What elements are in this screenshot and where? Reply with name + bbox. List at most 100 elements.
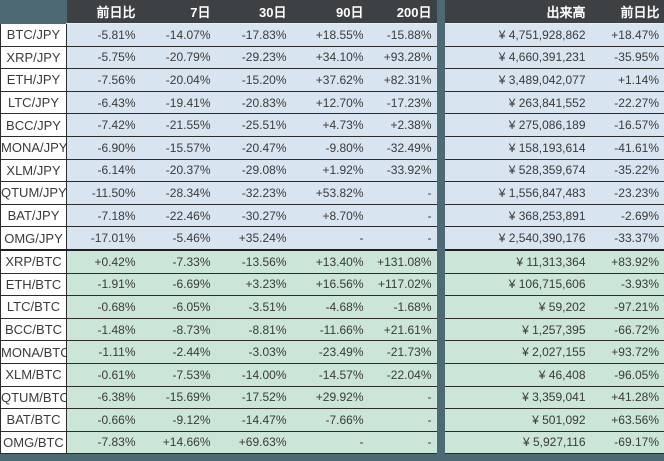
cell-30d: +69.63%: [215, 431, 292, 455]
cell-volume: ¥ 263,841,552: [444, 91, 591, 115]
cell-90d: +13.40%: [291, 249, 369, 274]
group-divider: [436, 0, 445, 24]
cell-volume: ¥ 1,257,395: [444, 318, 591, 342]
table-row[interactable]: XRP/JPY -5.75% -20.79% -29.23% +34.10% +…: [0, 46, 664, 70]
cell-volume-change-1d: -23.23%: [590, 181, 664, 205]
cell-90d: -23.49%: [291, 340, 369, 364]
cell-7d: -9.12%: [140, 408, 216, 432]
cell-200d: +21.61%: [368, 318, 437, 342]
table-row[interactable]: MONA/JPY -6.90% -15.57% -20.47% -9.80% -…: [0, 136, 664, 160]
cell-volume-change-1d: -41.61%: [590, 136, 664, 160]
cell-volume-change-1d: +93.72%: [590, 340, 664, 364]
table-row[interactable]: QTUM/JPY -11.50% -28.34% -32.23% +53.82%…: [0, 181, 664, 205]
table-row[interactable]: OMG/JPY -17.01% -5.46% +35.24% - - ¥ 2,5…: [0, 226, 664, 251]
cell-volume: ¥ 275,086,189: [444, 113, 591, 137]
cell-7d: -7.53%: [140, 363, 216, 387]
cell-200d: -22.04%: [368, 363, 437, 387]
cell-30d: -32.23%: [215, 181, 292, 205]
cell-200d: -21.73%: [368, 340, 437, 364]
cell-7d: -7.33%: [140, 249, 216, 274]
table-row[interactable]: XLM/BTC -0.61% -7.53% -14.00% -14.57% -2…: [0, 363, 664, 387]
cell-90d: -7.66%: [291, 408, 369, 432]
cell-90d: -14.57%: [291, 363, 369, 387]
cell-90d: -4.68%: [291, 295, 369, 319]
cell-change-1d: -0.68%: [66, 295, 141, 319]
cell-volume-change-1d: +18.47%: [590, 23, 664, 47]
cell-volume: ¥ 528,359,674: [444, 159, 591, 183]
pair-label: QTUM/BTC: [0, 386, 67, 410]
cell-90d: +37.62%: [291, 68, 369, 92]
table-row[interactable]: ETH/BTC -1.91% -6.69% +3.23% +16.56% +11…: [0, 273, 664, 297]
group-divider: [436, 386, 445, 409]
cell-90d: +12.70%: [291, 91, 369, 115]
table-row[interactable]: BAT/BTC -0.66% -9.12% -14.47% -7.66% - ¥…: [0, 408, 664, 432]
table-row[interactable]: QTUM/BTC -6.38% -15.69% -17.52% +29.92% …: [0, 386, 664, 410]
cell-30d: +35.24%: [215, 226, 292, 251]
cell-change-1d: -6.43%: [66, 91, 141, 115]
group-divider: [436, 226, 445, 250]
cell-volume-change-1d: -16.57%: [590, 113, 664, 137]
group-divider: [436, 181, 445, 205]
group-divider: [436, 136, 445, 160]
cell-volume-change-1d: -35.95%: [590, 46, 664, 70]
cell-200d: +82.31%: [368, 68, 437, 92]
cell-90d: +16.56%: [291, 273, 369, 297]
cell-30d: -15.20%: [215, 68, 292, 92]
pair-label: ETH/BTC: [0, 273, 67, 297]
cell-volume: ¥ 11,313,364: [444, 249, 591, 274]
table-row[interactable]: ETH/JPY -7.56% -20.04% -15.20% +37.62% +…: [0, 68, 664, 92]
pair-label: QTUM/JPY: [0, 181, 67, 205]
table-body: BTC/JPY -5.81% -14.07% -17.83% +18.55% -…: [0, 23, 664, 455]
cell-change-1d: -11.50%: [66, 181, 141, 205]
group-divider: [436, 295, 445, 319]
cell-30d: -25.51%: [215, 113, 292, 137]
cell-30d: -3.03%: [215, 340, 292, 364]
cell-30d: -17.52%: [215, 386, 292, 410]
group-divider: [436, 431, 445, 454]
cell-200d: -: [368, 204, 437, 228]
cell-volume-change-1d: -22.27%: [590, 91, 664, 115]
cell-90d: -9.80%: [291, 136, 369, 160]
cell-volume: ¥ 158,193,614: [444, 136, 591, 160]
table-row[interactable]: BTC/JPY -5.81% -14.07% -17.83% +18.55% -…: [0, 23, 664, 47]
pair-label: LTC/JPY: [0, 91, 67, 115]
table-row[interactable]: XLM/JPY -6.14% -20.37% -29.08% +1.92% -3…: [0, 159, 664, 183]
cell-7d: -19.41%: [140, 91, 216, 115]
table-row[interactable]: LTC/JPY -6.43% -19.41% -20.83% +12.70% -…: [0, 91, 664, 115]
cell-change-1d: -0.66%: [66, 408, 141, 432]
cell-7d: -6.69%: [140, 273, 216, 297]
cell-volume: ¥ 106,715,606: [444, 273, 591, 297]
group-divider: [436, 91, 445, 114]
cell-90d: +53.82%: [291, 181, 369, 205]
cell-volume-change-1d: +41.28%: [590, 386, 664, 410]
table-row[interactable]: LTC/BTC -0.68% -6.05% -3.51% -4.68% -1.6…: [0, 295, 664, 319]
cell-change-1d: -1.48%: [66, 318, 141, 342]
cell-200d: +2.38%: [368, 113, 437, 137]
table-row[interactable]: BCC/JPY -7.42% -21.55% -25.51% +4.73% +2…: [0, 113, 664, 137]
cell-30d: -14.47%: [215, 408, 292, 432]
cell-volume-change-1d: -3.93%: [590, 273, 664, 297]
table-row[interactable]: MONA/BTC -1.11% -2.44% -3.03% -23.49% -2…: [0, 340, 664, 364]
cell-7d: -15.57%: [140, 136, 216, 160]
cell-7d: +14.66%: [140, 431, 216, 455]
pair-label: OMG/BTC: [0, 431, 67, 455]
group-divider: [436, 273, 445, 296]
cell-volume-change-1d: -2.69%: [590, 204, 664, 228]
cell-90d: +18.55%: [291, 23, 369, 47]
cell-7d: -22.46%: [140, 204, 216, 228]
cell-change-1d: -7.42%: [66, 113, 141, 137]
column-header-90d: 90日: [291, 0, 369, 24]
cell-volume-change-1d: -66.72%: [590, 318, 664, 342]
table-row[interactable]: BCC/BTC -1.48% -8.73% -8.81% -11.66% +21…: [0, 318, 664, 342]
table-row[interactable]: XRP/BTC +0.42% -7.33% -13.56% +13.40% +1…: [0, 249, 664, 274]
cell-volume: ¥ 2,540,390,176: [444, 226, 591, 251]
cell-30d: -20.83%: [215, 91, 292, 115]
cell-200d: +131.08%: [368, 249, 437, 274]
pair-label: XRP/BTC: [0, 249, 67, 274]
cell-7d: -20.79%: [140, 46, 216, 70]
table-row[interactable]: BAT/JPY -7.18% -22.46% -30.27% +8.70% - …: [0, 204, 664, 228]
table-row[interactable]: OMG/BTC -7.83% +14.66% +69.63% - - ¥ 5,9…: [0, 431, 664, 455]
cell-7d: -5.46%: [140, 226, 216, 251]
cell-30d: -29.23%: [215, 46, 292, 70]
group-divider: [436, 249, 445, 274]
